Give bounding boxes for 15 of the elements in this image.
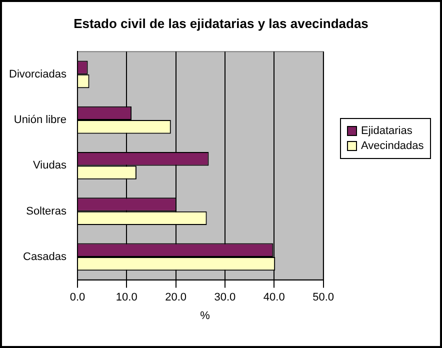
x-tick-label: 10.0 <box>116 291 138 304</box>
x-tick-label: 0.0 <box>70 291 86 304</box>
y-tick-label: Divorciadas <box>8 68 67 80</box>
legend-label: Ejidatarias <box>360 125 414 137</box>
x-tick-label: 30.0 <box>214 291 236 304</box>
y-tick-label: Viudas <box>33 160 67 172</box>
x-axis-title: % <box>199 310 211 322</box>
legend-label: Avecindadas <box>360 140 424 152</box>
x-tick-label: 40.0 <box>263 291 285 304</box>
y-tick-label: Solteras <box>26 205 67 218</box>
x-tick-label: 20.0 <box>165 291 187 304</box>
chart-title: Estado civil de las ejidatarias y las avecindadas <box>72 16 370 31</box>
y-tick-label: Unión libre <box>14 114 66 126</box>
y-tick-label: Casadas <box>23 251 67 264</box>
x-tick-label: 50.0 <box>312 291 334 304</box>
